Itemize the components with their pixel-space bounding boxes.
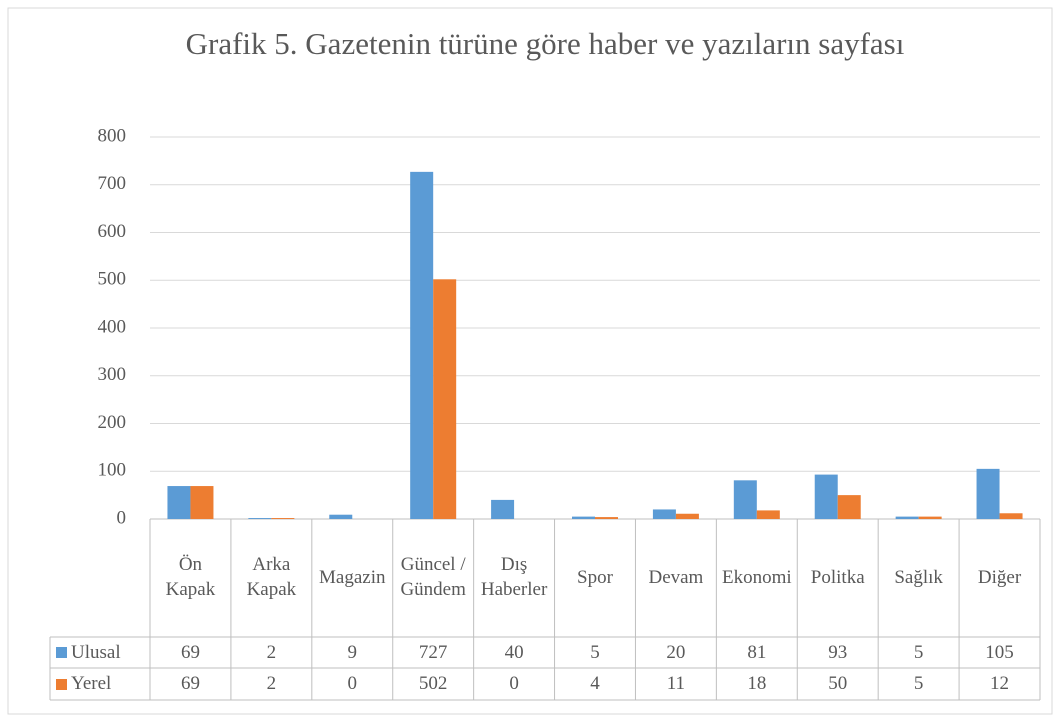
bar	[675, 513, 699, 519]
x-tick-label: Magazin	[319, 566, 386, 588]
bar	[837, 495, 861, 519]
bar	[814, 474, 838, 519]
table-value: 9	[347, 641, 358, 663]
x-tick-label: Sağlık	[894, 566, 943, 588]
chart-title: Grafik 5. Gazetenin türüne göre haber ve…	[185, 26, 905, 61]
table-value: 0	[347, 673, 358, 694]
x-tick-label: Arka Kapak	[246, 554, 297, 600]
bar	[329, 514, 353, 519]
bar	[976, 468, 1000, 519]
x-tick-label: Dış Haberler	[480, 554, 548, 600]
x-tick-label: Politka	[810, 566, 865, 588]
table-value: 5	[590, 641, 600, 663]
table-value: 5	[913, 673, 924, 694]
table-value: 18	[747, 673, 767, 694]
legend-entry: Yerel	[50, 668, 150, 700]
y-tick-label: 100	[98, 460, 127, 481]
y-tick-label: 200	[98, 412, 127, 433]
legend-label: Yerel	[71, 673, 112, 694]
table-value: 12	[990, 673, 1010, 694]
bar	[271, 518, 295, 519]
table-value: 502	[418, 673, 448, 694]
table-value: 69	[180, 673, 200, 694]
legend-entry: Ulusal	[50, 637, 150, 668]
y-tick-label: 300	[98, 364, 127, 385]
table-value: 0	[509, 673, 519, 694]
bar	[572, 516, 595, 519]
table-value: 69	[180, 641, 200, 663]
table-value: 2	[266, 673, 277, 694]
y-tick-label: 700	[98, 173, 127, 194]
bar	[595, 517, 618, 519]
x-tick-label: Ekonomi	[721, 566, 792, 588]
bar	[248, 518, 272, 519]
bar	[733, 480, 757, 519]
table-value: 727	[418, 641, 448, 663]
legend-label: Ulusal	[71, 641, 121, 663]
table-value: 81	[747, 641, 767, 663]
table-value: 40	[504, 641, 524, 663]
y-tick-label: 500	[98, 269, 127, 290]
y-tick-label: 400	[98, 316, 127, 337]
legend-swatch	[56, 678, 67, 690]
bar	[433, 279, 457, 519]
y-tick-label: 600	[98, 221, 127, 242]
table-value: 11	[666, 673, 686, 694]
table-value: 2	[266, 641, 277, 663]
bar	[190, 486, 214, 519]
bar	[410, 171, 434, 520]
bar	[652, 509, 676, 519]
table-value: 105	[985, 641, 1014, 663]
table-value: 93	[828, 641, 848, 663]
bar	[491, 499, 515, 519]
y-tick-label: 0	[117, 507, 127, 528]
x-tick-label: Ön Kapak	[165, 554, 216, 600]
bar	[756, 510, 780, 519]
table-value: 4	[590, 673, 600, 694]
x-tick-label: Devam	[648, 566, 704, 588]
table-value: 20	[666, 641, 686, 663]
bar	[918, 516, 942, 519]
x-tick-label: Spor	[577, 566, 613, 588]
y-tick-label: 800	[98, 125, 127, 146]
bar	[167, 486, 191, 519]
table-value: 50	[828, 673, 848, 694]
legend-swatch	[56, 647, 67, 658]
bar	[895, 516, 919, 519]
table-value: 5	[913, 641, 924, 663]
x-tick-label: Güncel / Gündem	[400, 554, 466, 600]
x-tick-label: Diğer	[977, 566, 1022, 588]
bar	[999, 513, 1023, 519]
